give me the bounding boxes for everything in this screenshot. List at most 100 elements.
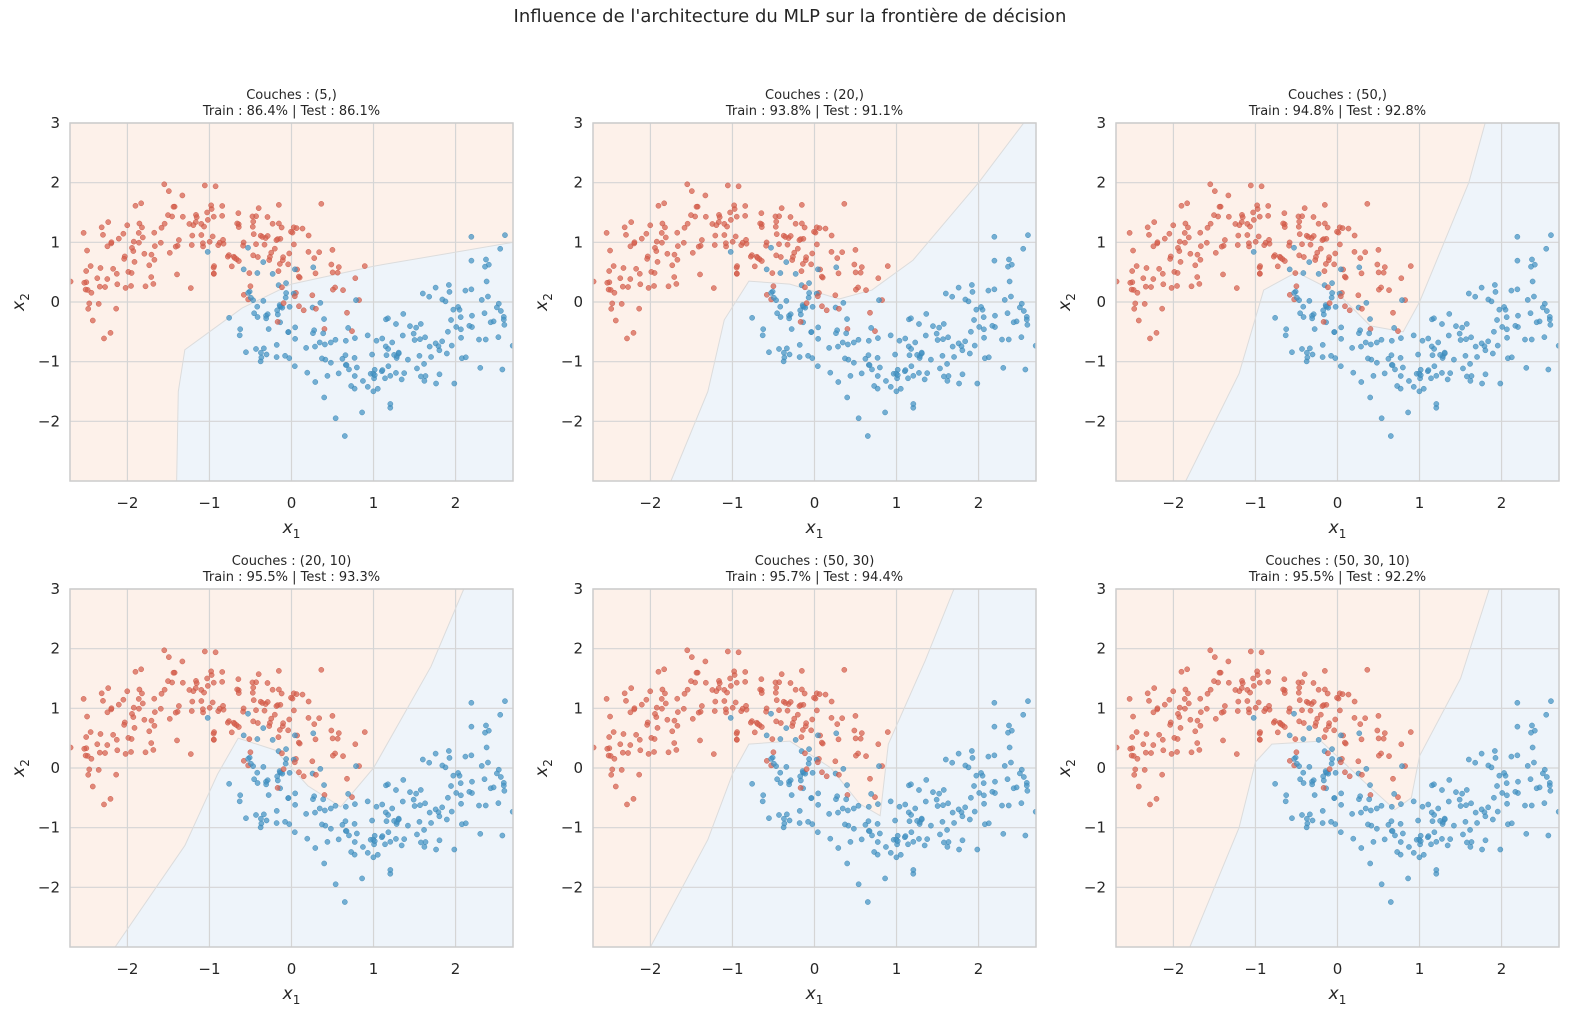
point-class-0 [1331,261,1337,268]
point-class-0 [684,647,691,654]
point-class-1 [942,290,949,297]
point-class-1 [1366,330,1373,337]
point-class-1 [934,337,941,343]
point-class-1 [985,287,992,294]
point-class-1 [949,343,956,350]
point-class-1 [417,787,424,793]
point-class-1 [1309,817,1316,824]
point-class-0 [151,229,158,236]
point-class-1 [968,794,974,801]
point-class-1 [391,352,397,358]
point-class-0 [684,220,691,227]
point-class-1 [1415,817,1421,824]
point-class-1 [254,780,261,786]
point-class-0 [335,264,342,270]
point-class-1 [448,342,455,349]
point-class-0 [318,200,325,207]
point-class-0 [777,720,784,726]
point-class-1 [422,373,429,379]
point-class-1 [1467,361,1473,367]
point-class-1 [1300,303,1307,310]
point-class-0 [1342,769,1348,776]
point-class-1 [788,326,795,332]
x-tick-label: −2 [1162,960,1184,978]
point-class-1 [316,339,323,346]
point-class-0 [1109,271,1114,276]
point-class-1 [335,836,342,843]
point-class-1 [1329,280,1335,286]
point-class-1 [1546,782,1553,789]
point-class-0 [210,213,217,220]
point-class-0 [280,766,287,773]
point-class-0 [801,224,808,231]
point-class-1 [855,415,862,422]
point-class-1 [1405,409,1411,416]
point-class-0 [809,250,816,257]
point-class-0 [291,293,298,300]
point-class-0 [1159,270,1166,277]
point-class-1 [1005,263,1011,270]
point-class-1 [1445,798,1452,805]
point-class-0 [769,736,776,742]
point-class-1 [1300,314,1307,320]
point-class-0 [1281,258,1288,264]
point-class-1 [1492,282,1498,288]
point-class-0 [1106,732,1111,737]
region-class-0 [593,123,1036,481]
point-class-0 [680,705,687,712]
x-tick-label: 0 [810,494,820,512]
point-class-0 [300,773,307,780]
point-class-1 [978,770,984,776]
point-class-1 [1459,790,1465,797]
decision-boundary [114,589,465,947]
point-class-0 [872,794,878,800]
point-class-1 [1329,746,1335,752]
x-tick-label: 1 [892,960,902,978]
point-class-0 [853,752,859,759]
point-class-1 [1350,369,1357,376]
point-class-0 [280,720,286,727]
point-class-1 [1320,777,1327,784]
point-class-1 [369,817,375,824]
point-class-1 [432,340,439,347]
point-class-0 [858,264,865,270]
point-class-0 [776,707,782,714]
point-class-1 [494,304,500,311]
point-class-1 [1523,830,1530,837]
point-class-1 [1467,827,1473,833]
point-class-0 [1235,698,1242,705]
point-class-1 [416,818,423,825]
point-class-1 [1358,379,1365,385]
point-class-1 [939,818,946,825]
point-class-0 [819,769,825,776]
point-class-0 [1386,287,1392,293]
point-class-1 [1004,310,1011,317]
point-class-0 [723,706,729,713]
point-class-0 [638,701,645,708]
point-class-0 [1374,727,1381,734]
point-class-1 [835,379,842,385]
point-class-0 [334,735,341,742]
point-class-1 [485,759,491,766]
x-tick-label: 1 [1415,494,1425,512]
x-tick-label: −1 [198,494,220,512]
point-class-0 [604,745,611,752]
point-class-1 [385,346,391,352]
point-class-1 [237,326,244,333]
point-class-0 [201,648,208,655]
point-class-1 [1006,744,1013,751]
point-class-1 [1492,755,1499,761]
point-class-1 [783,298,790,304]
point-class-0 [673,747,680,753]
point-class-0 [797,318,804,325]
point-class-1 [1397,839,1404,845]
point-class-0 [675,243,681,249]
point-class-0 [151,695,158,702]
point-class-0 [235,258,242,264]
point-class-0 [724,182,731,189]
point-class-0 [620,265,627,271]
point-class-1 [395,349,402,356]
point-class-0 [1126,230,1133,236]
point-class-1 [1531,293,1537,300]
point-class-1 [923,311,930,317]
